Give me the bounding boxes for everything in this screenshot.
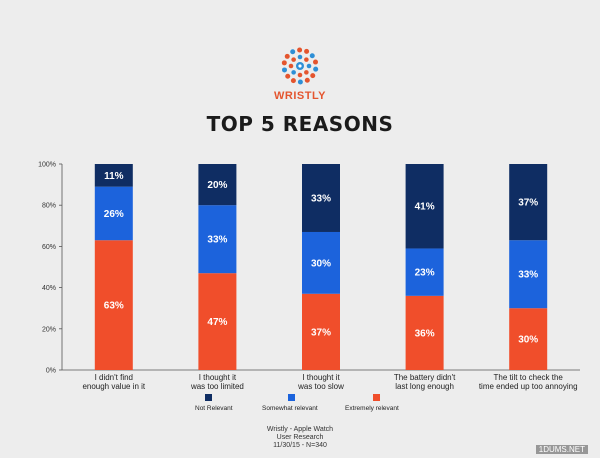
data-label: 23% (415, 268, 435, 279)
data-label: 11% (104, 171, 124, 182)
data-label: 33% (207, 235, 227, 246)
bar-segment (509, 164, 548, 241)
x-tick-label: I didn't find (95, 373, 133, 382)
x-tick-label: last long enough (395, 382, 454, 391)
data-label: 26% (104, 209, 124, 220)
y-tick-label: 60% (42, 244, 56, 251)
data-label: 20% (207, 180, 227, 191)
legend-label: Not Relevant (195, 405, 233, 412)
data-label: 36% (415, 328, 435, 339)
y-tick-label: 20% (42, 326, 56, 333)
data-label: 33% (311, 193, 331, 204)
bar-segment (302, 231, 340, 294)
data-label: 63% (104, 301, 124, 312)
watermark: 1DUMS.NET (535, 445, 588, 454)
data-label: 37% (311, 327, 331, 338)
bar-segment (509, 240, 548, 309)
bar-segment (94, 164, 133, 187)
legend-label: Extremely relevant (345, 405, 399, 412)
bar-segment (302, 293, 340, 370)
data-label: 33% (518, 270, 538, 281)
data-label: 30% (518, 335, 538, 346)
chart-footer: Wristly - Apple Watch User Research 11/3… (0, 426, 600, 450)
data-label: 47% (207, 317, 227, 328)
data-label: 41% (415, 202, 435, 213)
y-tick-label: 100% (38, 162, 56, 169)
data-label: 30% (311, 258, 331, 269)
x-tick-label: The tilt to check the (494, 373, 564, 382)
footer-line-1: Wristly - Apple Watch (266, 426, 334, 433)
legend-label: Somewhat relevant (262, 405, 318, 412)
data-label: 37% (518, 198, 538, 209)
y-tick-label: 80% (42, 203, 56, 210)
bar-segment (94, 186, 133, 241)
y-tick-label: 40% (42, 285, 56, 292)
bar-segment (302, 164, 340, 232)
x-tick-label: was too slow (297, 382, 344, 391)
x-tick-label: The battery didn't (394, 373, 456, 382)
legend-swatch (205, 394, 212, 401)
bar-segment (198, 205, 237, 274)
footer-line-2: User Research (276, 434, 324, 441)
stacked-bar-chart: 0% 20% 40% 60% 80% 100% 63% 26% 11% I didn't find… (38, 162, 580, 412)
x-tick-label: I thought it (199, 373, 237, 382)
y-tick-label: 0% (46, 368, 56, 375)
chart-title: TOP 5 REASONS (206, 112, 394, 136)
brand-name: WRISTLY (274, 90, 326, 102)
x-tick-label: time ended up too annoying (479, 382, 578, 391)
x-tick-label: was too limited (190, 382, 244, 391)
x-tick-label: I thought it (302, 373, 340, 382)
bar-segment (94, 240, 133, 370)
footer-line-3: 11/30/15 - N=340 (273, 442, 327, 449)
bar-segment (198, 273, 237, 370)
bar-segment (405, 295, 444, 370)
bar-segment (509, 308, 548, 370)
legend-swatch (288, 394, 295, 401)
bar-segment (198, 164, 237, 206)
x-tick-label: enough value in it (82, 382, 145, 391)
bar-segment (405, 164, 444, 249)
bar-segment (405, 248, 444, 296)
wristly-logo-icon (281, 47, 319, 85)
legend-swatch (373, 394, 380, 401)
